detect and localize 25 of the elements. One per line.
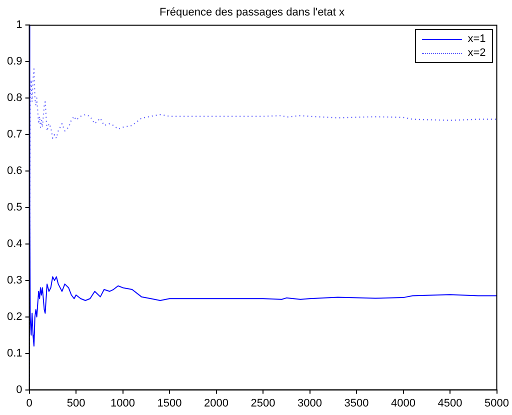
x-tick-label: 0	[26, 397, 32, 410]
x-tick-label: 1500	[157, 397, 182, 410]
legend-label: x=1	[468, 33, 486, 46]
legend-label: x=2	[468, 47, 486, 60]
y-tick-label: 0.6	[6, 165, 22, 178]
chart-title: Fréquence des passages dans l'etat x	[160, 6, 345, 19]
x-tick-label: 2000	[204, 397, 229, 410]
y-tick-label: 0	[16, 384, 22, 396]
x-tick-label: 3500	[344, 397, 369, 410]
x-tick-label: 2500	[250, 397, 276, 410]
x-tick-label: 4000	[391, 397, 416, 410]
y-tick-label: 0.7	[6, 128, 22, 141]
y-tick-label: 0.2	[6, 310, 22, 323]
y-tick-label: 0.4	[6, 238, 22, 250]
y-tick-label: 0.5	[6, 202, 22, 214]
x-tick-label: 3000	[298, 397, 322, 410]
x-tick-label: 500	[66, 397, 86, 410]
y-tick-label: 0.3	[6, 274, 22, 286]
y-tick-label: 0.9	[6, 56, 22, 68]
x-tick-label: 5000	[484, 397, 510, 410]
y-tick-label: 1	[16, 19, 22, 32]
y-tick-label: 0.1	[6, 347, 22, 360]
y-tick-label: 0.8	[6, 92, 22, 104]
x-tick-label: 4500	[438, 397, 462, 410]
x-tick-label: 1000	[110, 397, 136, 410]
